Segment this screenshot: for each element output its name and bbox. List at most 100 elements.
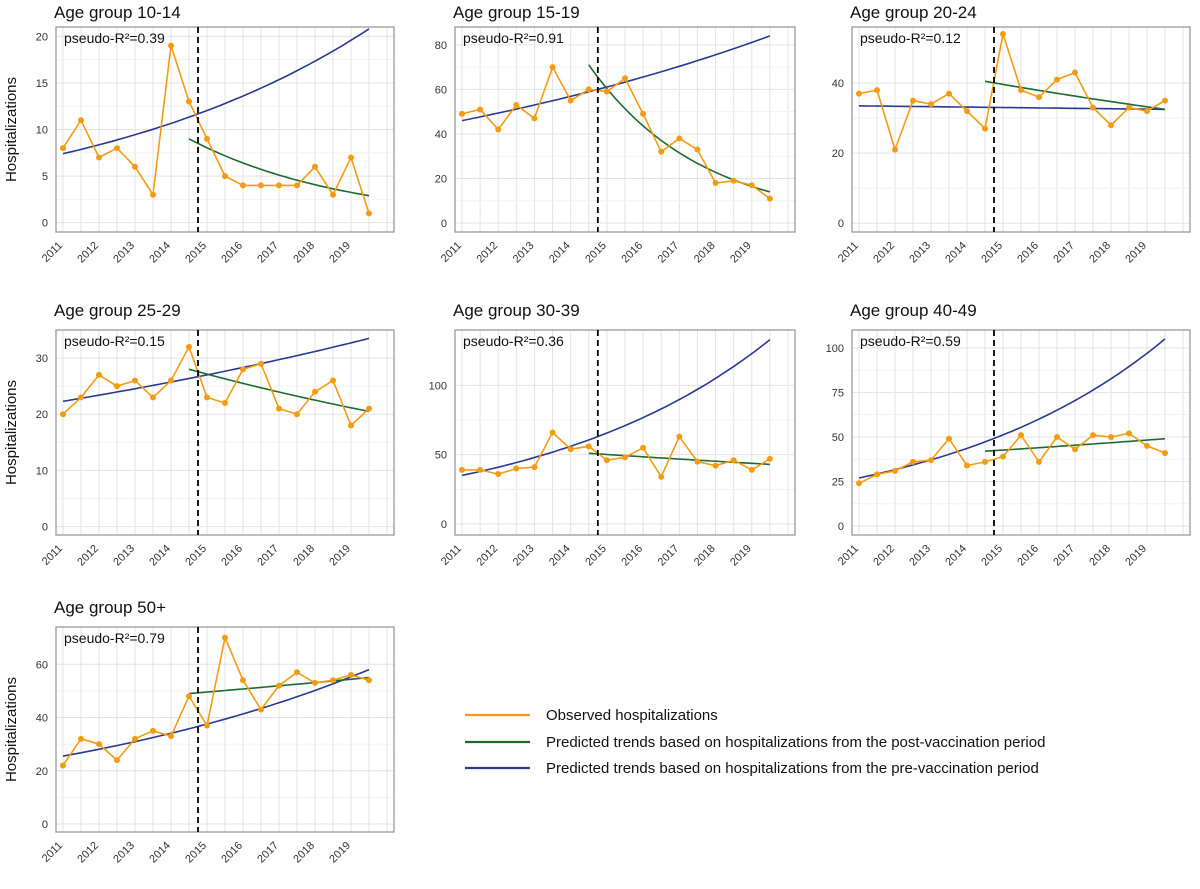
observed-point	[96, 154, 102, 161]
series-pre-vaccination	[461, 35, 771, 122]
observed-point	[366, 405, 372, 412]
observed-point	[186, 343, 192, 350]
x-tick-label: 2015	[583, 240, 609, 266]
y-axis-title: Hospitalizations	[3, 677, 20, 782]
observed-point	[186, 98, 192, 105]
observed-point	[1000, 453, 1006, 460]
x-tick-label: 2014	[147, 240, 173, 266]
pseudo-r2-label: pseudo-R²=0.15	[64, 333, 165, 349]
observed-point	[60, 411, 66, 418]
y-tick-label: 100	[826, 343, 844, 355]
x-tick-label: 2014	[943, 543, 969, 569]
series-observed	[462, 431, 771, 479]
observed-point	[132, 377, 138, 384]
observed-point	[603, 457, 610, 464]
observed-point	[60, 762, 66, 769]
series-observed	[62, 344, 370, 427]
x-tick-label: 2017	[1051, 240, 1077, 266]
observed-point	[168, 733, 174, 740]
series-pre-vaccination	[62, 337, 370, 403]
panel-title: Age group 50+	[54, 598, 166, 617]
observed-point	[910, 458, 916, 465]
observed-point	[312, 163, 318, 170]
x-tick-label: 2018	[1087, 543, 1113, 569]
panel-frame	[55, 626, 395, 833]
panel-frame	[851, 26, 1191, 233]
observed-point	[622, 75, 628, 82]
panel-4: Age group 25-29 pseudo-R²=0.15 0 10 20 30 2011…	[3, 301, 395, 569]
observed-point	[258, 360, 264, 367]
observed-point	[366, 677, 372, 684]
observed-point	[982, 458, 988, 465]
panel-frame	[55, 329, 395, 536]
x-tick-label: 2013	[111, 840, 137, 866]
observed-point	[748, 182, 755, 189]
x-tick-label: 2019	[1123, 543, 1149, 569]
observed-point	[96, 371, 102, 378]
x-tick-label: 2016	[1015, 543, 1041, 569]
pseudo-r2-label: pseudo-R²=0.91	[463, 30, 564, 46]
observed-point	[312, 679, 318, 686]
observed-point	[549, 429, 556, 436]
panel-frame	[454, 329, 796, 536]
x-tick-label: 2011	[40, 543, 65, 568]
observed-point	[730, 457, 737, 464]
y-tick-label: 15	[36, 78, 48, 90]
y-tick-label: 0	[441, 218, 447, 230]
x-tick-label: 2014	[547, 543, 573, 569]
observed-point	[1090, 104, 1096, 111]
x-tick-label: 2011	[439, 240, 464, 265]
observed-point	[294, 669, 300, 676]
panel-3: Age group 20-24 pseudo-R²=0.12 0 20 40 2011 20…	[832, 3, 1191, 266]
observed-point	[348, 154, 354, 161]
x-tick-label: 2017	[656, 543, 682, 569]
observed-point	[585, 443, 592, 450]
series-observed	[62, 634, 370, 766]
observed-point	[603, 88, 610, 95]
observed-point	[567, 446, 574, 453]
observed-point	[982, 125, 988, 132]
observed-point	[204, 722, 210, 729]
observed-point	[946, 435, 952, 442]
panel-frame	[851, 329, 1191, 536]
observed-point	[585, 86, 592, 93]
panel-2: Age group 15-19 pseudo-R²=0.91 0 20 40 60 80 20…	[435, 3, 796, 266]
y-tick-label: 0	[838, 521, 844, 533]
x-tick-label: 2013	[111, 240, 137, 266]
x-tick-label: 2017	[1051, 543, 1077, 569]
y-tick-label: 25	[832, 477, 844, 489]
y-tick-label: 40	[832, 78, 844, 90]
x-tick-label: 2018	[291, 840, 317, 866]
series-observed	[858, 33, 1166, 153]
x-tick-label: 2012	[75, 543, 101, 569]
observed-point	[766, 455, 773, 462]
observed-point	[330, 191, 336, 198]
legend: Observed hospitalizations Predicted tren…	[465, 707, 1045, 777]
observed-point	[640, 444, 647, 451]
panel-5: Age group 30-39 pseudo-R²=0.36 0 50 100 2011 2…	[429, 301, 796, 569]
observed-point	[276, 682, 282, 689]
observed-point	[366, 210, 372, 217]
x-tick-label: 2019	[327, 543, 353, 569]
series-observed	[62, 45, 370, 214]
y-tick-label: 20	[435, 174, 447, 186]
pseudo-r2-label: pseudo-R²=0.79	[64, 630, 165, 646]
y-tick-label: 75	[832, 387, 844, 399]
x-tick-label: 2016	[219, 840, 245, 866]
observed-point	[348, 671, 354, 678]
observed-point	[1054, 433, 1060, 440]
observed-point	[874, 87, 880, 94]
x-tick-label: 2013	[511, 543, 537, 569]
y-tick-label: 60	[435, 84, 447, 96]
legend-label-post: Predicted trends based on hospitalizatio…	[546, 734, 1045, 751]
observed-point	[928, 457, 934, 464]
y-tick-label: 20	[36, 31, 48, 43]
observed-point	[1036, 458, 1042, 465]
y-tick-label: 50	[832, 432, 844, 444]
observed-point	[60, 145, 66, 152]
y-axis-title: Hospitalizations	[3, 380, 20, 485]
observed-point	[658, 473, 665, 480]
series-pre-vaccination	[858, 338, 1166, 479]
observed-point	[78, 117, 84, 124]
x-tick-label: 2014	[147, 543, 173, 569]
